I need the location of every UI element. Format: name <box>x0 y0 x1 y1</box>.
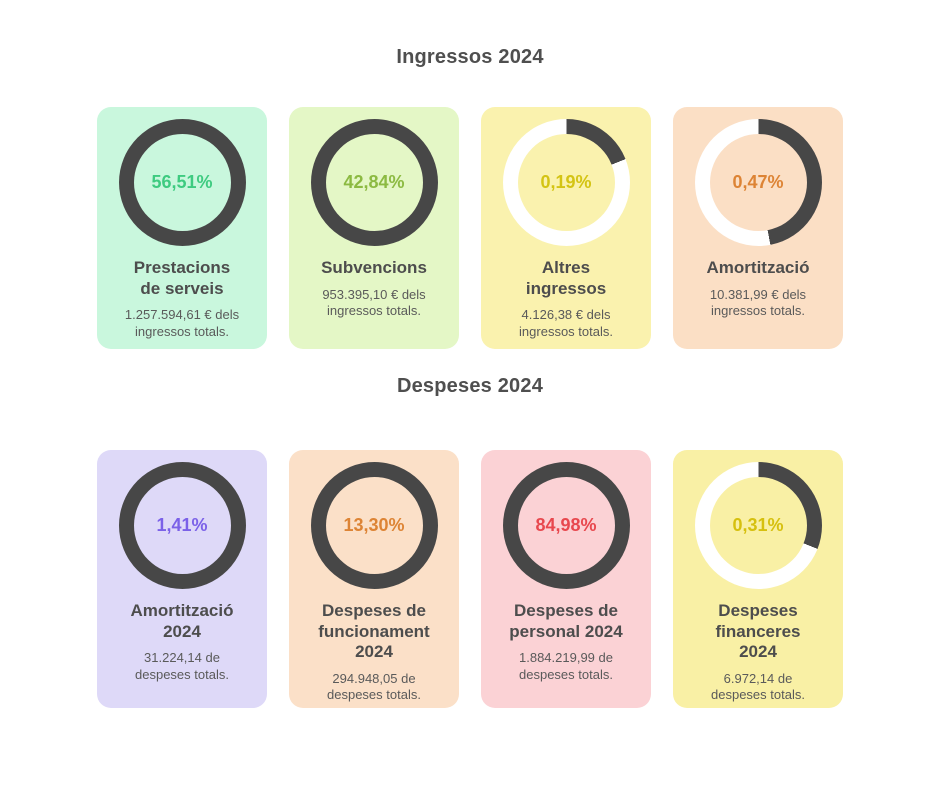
kpi-card-subvencions: 42,84% Subvencions 953.395,10 € dels ing… <box>289 107 459 349</box>
kpi-card-funcionament: 13,30% Despeses de funcionament 2024 294… <box>289 450 459 708</box>
kpi-card-prestacions: 56,51% Prestacions de serveis 1.257.594,… <box>97 107 267 349</box>
percent-label: 84,98% <box>535 515 597 535</box>
kpi-card-amortitzacio-ingressos: 0,47% Amortització 10.381,99 € dels ingr… <box>673 107 843 349</box>
card-title: Subvencions <box>321 258 427 277</box>
despeses-card-row: 1,41% Amortització 2024 31.224,14 de des… <box>0 450 940 708</box>
percent-label: 42,84% <box>343 172 405 192</box>
card-title: Despeses financeres 2024 <box>715 601 801 662</box>
kpi-card-amortitzacio-despeses: 1,41% Amortització 2024 31.224,14 de des… <box>97 450 267 708</box>
card-subtitle: 294.948,05 de despeses totals. <box>327 671 421 703</box>
kpi-card-altres-ingressos: 0,19% Altres ingressos 4.126,38 € dels i… <box>481 107 651 349</box>
donut-chart: 0,19% <box>502 119 630 246</box>
section-title-despeses: Despeses 2024 <box>396 375 544 397</box>
section-title-ingressos: Ingressos 2024 <box>396 46 544 68</box>
percent-label: 0,47% <box>732 172 784 192</box>
donut-chart: 13,30% <box>310 462 438 589</box>
kpi-card-personal: 84,98% Despeses de personal 2024 1.884.2… <box>481 450 651 708</box>
card-title: Despeses de personal 2024 <box>509 601 623 641</box>
card-subtitle: 4.126,38 € dels ingressos totals. <box>519 307 613 339</box>
ingressos-card-row: 56,51% Prestacions de serveis 1.257.594,… <box>0 107 940 349</box>
card-title: Altres ingressos <box>525 258 607 298</box>
card-subtitle: 1.884.219,99 de despeses totals. <box>519 650 613 682</box>
card-title: Despeses de funcionament 2024 <box>318 601 430 662</box>
card-subtitle: 953.395,10 € dels ingressos totals. <box>322 286 426 318</box>
percent-label: 56,51% <box>151 172 213 192</box>
card-subtitle: 1.257.594,61 € dels ingressos totals. <box>124 307 240 339</box>
card-subtitle: 6.972,14 de despeses totals. <box>711 671 805 703</box>
card-title: Prestacions de serveis <box>133 258 231 298</box>
percent-label: 0,31% <box>732 515 784 535</box>
card-title: Amortització <box>706 258 810 277</box>
card-title: Amortització 2024 <box>130 601 234 641</box>
percent-label: 0,19% <box>540 172 592 192</box>
donut-chart: 0,47% <box>694 119 822 246</box>
percent-label: 13,30% <box>343 515 405 535</box>
donut-chart: 56,51% <box>118 119 246 246</box>
card-subtitle: 10.381,99 € dels ingressos totals. <box>709 286 807 318</box>
donut-chart: 84,98% <box>502 462 630 589</box>
donut-chart: 0,31% <box>694 462 822 589</box>
donut-chart: 42,84% <box>310 119 438 246</box>
kpi-card-financeres: 0,31% Despeses financeres 2024 6.972,14 … <box>673 450 843 708</box>
card-subtitle: 31.224,14 de despeses totals. <box>135 650 229 682</box>
percent-label: 1,41% <box>156 515 208 535</box>
donut-chart: 1,41% <box>118 462 246 589</box>
